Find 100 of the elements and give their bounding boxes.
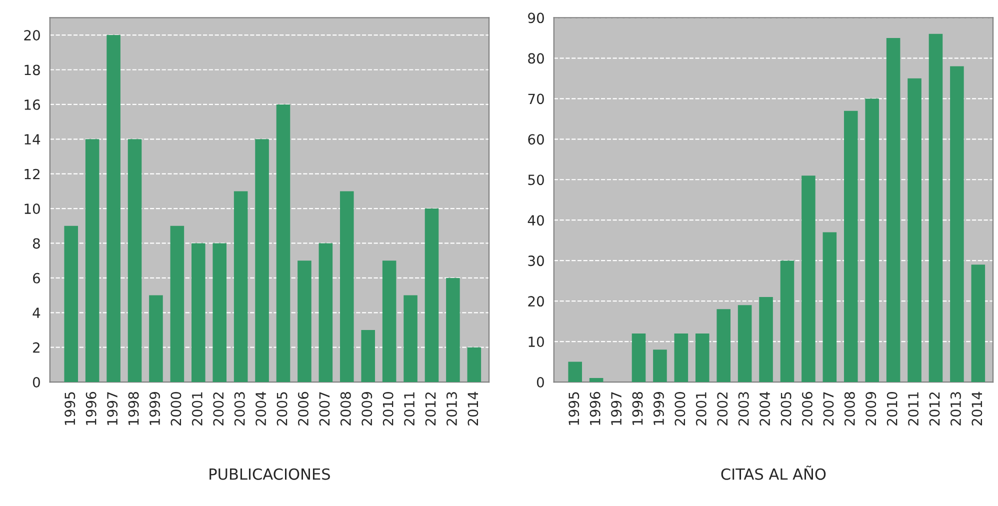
x-tick-label: 2005 xyxy=(780,392,792,426)
x-tick-label: 1998 xyxy=(632,392,643,425)
bar xyxy=(64,226,78,382)
x-tick-label: 2001 xyxy=(192,392,202,426)
bar xyxy=(192,243,206,382)
bar xyxy=(695,333,710,382)
bar xyxy=(212,243,227,382)
bar xyxy=(128,139,142,382)
y-tick-label: 0 xyxy=(32,377,40,388)
x-tick-label: 2008 xyxy=(340,392,351,426)
x-tick-label: 2011 xyxy=(908,392,919,426)
x-tick-label: 1996 xyxy=(86,392,96,425)
y-tick-label: 30 xyxy=(528,256,544,266)
bar xyxy=(759,297,773,382)
y-tick-label: 4 xyxy=(32,308,40,318)
x-tick-label: 1996 xyxy=(590,392,600,425)
x-tick-label: 2002 xyxy=(717,392,728,426)
y-tick-label: 8 xyxy=(32,238,40,249)
bar xyxy=(404,295,418,382)
y-tick-label: 12 xyxy=(24,168,40,180)
bar xyxy=(298,260,312,382)
x-tick-label: 1998 xyxy=(128,392,139,425)
y-tick-label: 50 xyxy=(528,174,544,186)
x-tick-label: 2001 xyxy=(696,392,706,426)
x-tick-label: 2003 xyxy=(738,392,749,426)
bar xyxy=(234,191,248,382)
x-axis-title: PUBLICACIONES xyxy=(210,468,330,480)
bar xyxy=(908,78,922,382)
bar xyxy=(589,378,604,382)
x-tick-label: 2000 xyxy=(170,392,182,426)
x-tick-label: 2004 xyxy=(256,392,266,426)
bar xyxy=(85,139,100,382)
x-tick-label: 2006 xyxy=(298,392,308,426)
y-tick-label: 60 xyxy=(528,134,544,145)
x-tick-label: 2010 xyxy=(886,392,898,426)
bar xyxy=(424,208,439,382)
bar xyxy=(255,139,269,382)
bar xyxy=(738,305,752,382)
x-tick-label: 2014 xyxy=(468,392,478,426)
y-tick-label: 10 xyxy=(24,204,40,214)
x-tick-label: 1997 xyxy=(107,392,118,425)
bar xyxy=(653,350,667,382)
bar xyxy=(382,260,396,382)
bar xyxy=(632,333,646,382)
y-tick-label: 20 xyxy=(24,30,40,41)
x-tick-label: 2012 xyxy=(929,392,940,426)
bar xyxy=(361,330,375,382)
x-axis-title: CITAS AL AÑO xyxy=(721,466,826,480)
bar xyxy=(822,232,837,382)
y-tick-label: 6 xyxy=(33,272,40,284)
bar xyxy=(865,98,879,382)
x-tick-label: 1999 xyxy=(149,392,160,425)
x-tick-label: 1999 xyxy=(653,392,664,425)
x-tick-label: 2014 xyxy=(972,392,982,426)
x-tick-label: 2006 xyxy=(802,392,812,426)
x-tick-label: 1995 xyxy=(64,392,76,425)
bar xyxy=(467,347,482,382)
bar xyxy=(318,243,333,382)
y-tick-label: 20 xyxy=(528,296,544,307)
bar xyxy=(149,295,163,382)
x-tick-label: 2008 xyxy=(844,392,855,426)
x-tick-label: 1995 xyxy=(568,392,580,425)
x-tick-label: 2013 xyxy=(950,392,961,426)
y-tick-label: 0 xyxy=(536,377,544,388)
y-tick-label: 70 xyxy=(528,94,544,104)
bar xyxy=(340,191,354,382)
bar xyxy=(568,362,582,382)
y-tick-label: 16 xyxy=(24,99,40,110)
bar xyxy=(446,278,460,382)
bar xyxy=(674,333,688,382)
x-tick-label: 2012 xyxy=(425,392,436,426)
x-tick-label: 2009 xyxy=(362,392,372,426)
x-tick-label: 2005 xyxy=(276,392,288,426)
y-tick-label: 10 xyxy=(528,336,544,348)
x-tick-label: 2000 xyxy=(674,392,686,426)
x-tick-label: 2009 xyxy=(866,392,876,426)
x-tick-label: 2007 xyxy=(319,392,330,426)
y-tick-label: 40 xyxy=(528,215,544,226)
bar xyxy=(886,38,900,382)
x-tick-label: 1997 xyxy=(611,392,622,425)
bar xyxy=(928,34,943,382)
bar xyxy=(780,260,794,382)
bar xyxy=(106,35,120,382)
x-tick-label: 2011 xyxy=(404,392,415,426)
y-tick-label: 2 xyxy=(33,342,40,353)
bar xyxy=(950,66,964,382)
bar xyxy=(170,226,184,382)
x-tick-label: 2013 xyxy=(446,392,457,426)
bar xyxy=(716,309,730,382)
bar xyxy=(276,104,290,382)
bar xyxy=(802,176,816,382)
y-tick-label: 14 xyxy=(24,134,40,144)
x-tick-label: 2004 xyxy=(760,392,770,426)
x-tick-label: 2002 xyxy=(213,392,224,426)
x-tick-label: 2003 xyxy=(234,392,245,426)
y-tick-label: 18 xyxy=(24,64,40,76)
y-tick-label: 90 xyxy=(528,12,544,24)
bar xyxy=(971,264,986,382)
x-tick-label: 2007 xyxy=(823,392,834,426)
x-tick-label: 2010 xyxy=(382,392,394,426)
